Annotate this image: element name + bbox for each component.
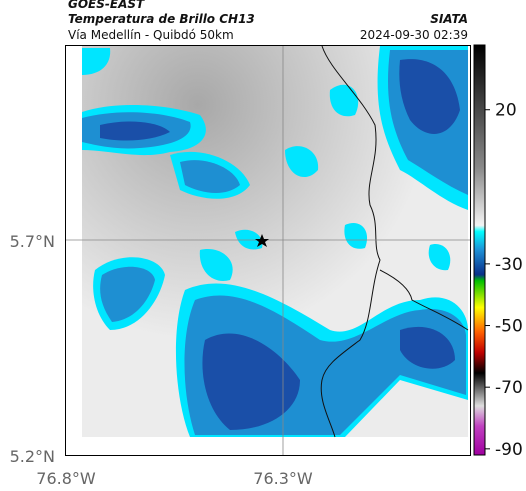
map-frame (65, 45, 471, 456)
lat-label: 5.2°N (10, 447, 55, 466)
brand: SIATA (430, 12, 468, 26)
lon-label: 76.8°W (36, 469, 96, 488)
map-imagery (66, 45, 470, 455)
lon-label: 76.3°W (253, 469, 313, 488)
colorbar-tick-label: -30 (495, 255, 523, 275)
source: GOES-EAST (68, 0, 145, 11)
colorbar (473, 44, 486, 456)
subtitle: Vía Medellín - Quibdó 50km (68, 28, 234, 42)
title: Temperatura de Brillo CH13 (68, 12, 255, 26)
colorbar-tick-label: -70 (495, 378, 523, 398)
colorbar-tick-label: -50 (495, 317, 523, 337)
colorbar-tick-label: -90 (495, 440, 523, 460)
colorbar-tick-label: 20 (495, 101, 517, 121)
timestamp: 2024-09-30 02:39 (360, 28, 468, 42)
lat-label: 5.7°N (10, 232, 55, 251)
